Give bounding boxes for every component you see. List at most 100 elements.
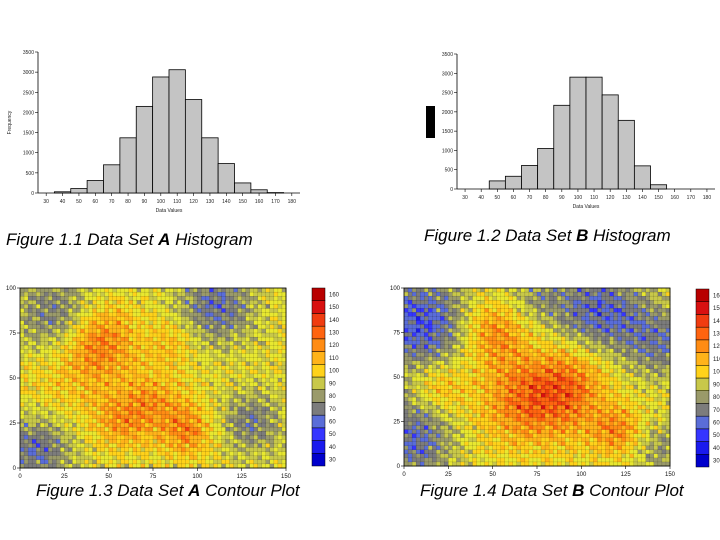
contour-cell	[128, 402, 134, 408]
contour-cell	[460, 437, 465, 443]
contour-cell	[548, 429, 554, 435]
contour-cell	[48, 390, 53, 395]
contour-cell	[512, 287, 518, 293]
contour-cell	[508, 352, 514, 358]
contour-cell	[140, 320, 146, 326]
contour-cell	[257, 459, 263, 465]
contour-cell	[557, 449, 562, 455]
contour-cell	[440, 332, 445, 338]
contour-cell	[128, 406, 134, 412]
contour-cell	[173, 324, 178, 330]
contour-cell	[108, 291, 114, 297]
x-tick-label: 25	[61, 474, 68, 480]
contour-cell	[480, 384, 486, 390]
contour-cell	[52, 439, 57, 444]
contour-cell	[201, 328, 206, 334]
contour-cell	[193, 398, 198, 404]
contour-cell	[35, 414, 41, 420]
contour-cell	[52, 316, 57, 322]
contour-cell	[60, 406, 65, 412]
contour-cell	[225, 341, 231, 346]
contour-cell	[148, 426, 154, 432]
contour-cell	[540, 344, 546, 350]
contour-cell	[31, 451, 37, 457]
contour-cell	[23, 345, 29, 350]
contour-cell	[185, 332, 190, 338]
contour-cell	[52, 418, 57, 424]
contour-cell	[565, 291, 570, 297]
contour-cell	[265, 373, 271, 379]
contour-cell	[500, 453, 506, 459]
contour-cell	[468, 393, 474, 398]
contour-cell	[132, 402, 138, 408]
contour-cell	[225, 406, 231, 412]
contour-cell	[136, 381, 142, 387]
contour-cell	[411, 348, 417, 354]
contour-cell	[440, 401, 445, 406]
contour-cell	[245, 320, 251, 326]
contour-cell	[100, 414, 106, 420]
contour-cell	[528, 433, 534, 439]
contour-cell	[261, 455, 267, 461]
contour-cell	[488, 295, 494, 301]
contour-cell	[269, 418, 275, 424]
contour-cell	[68, 386, 73, 391]
contour-cell	[88, 418, 94, 424]
contour-cell	[124, 402, 130, 408]
contour-cell	[508, 401, 514, 406]
contour-cell	[436, 449, 441, 455]
contour-cell	[173, 316, 178, 322]
contour-cell	[407, 308, 413, 313]
contour-cell	[120, 435, 126, 440]
contour-cell	[213, 296, 219, 301]
contour-cell	[205, 324, 210, 330]
contour-cell	[500, 324, 506, 329]
x-axis-label: Data Values	[573, 204, 600, 210]
contour-cell	[23, 296, 29, 301]
contour-cell	[64, 312, 69, 318]
contour-cell	[35, 287, 41, 293]
contour-cell	[536, 457, 542, 463]
contour-cell	[557, 320, 562, 325]
contour-cell	[452, 324, 457, 329]
contour-cell	[72, 357, 77, 363]
contour-cell	[233, 291, 239, 297]
contour-cell	[476, 384, 482, 390]
contour-cell	[160, 398, 166, 404]
contour-cell	[168, 431, 174, 436]
x-tick-label: 150	[281, 474, 292, 480]
contour-cell	[64, 373, 69, 379]
contour-cell	[492, 300, 498, 305]
contour-cell	[197, 418, 202, 424]
contour-cell	[88, 291, 94, 297]
contour-cell	[444, 380, 449, 386]
contour-cell	[56, 296, 61, 301]
contour-cell	[92, 341, 98, 346]
contour-cell	[148, 451, 154, 457]
contour-cell	[516, 437, 522, 443]
contour-cell	[573, 344, 578, 350]
contour-cell	[577, 291, 582, 297]
contour-cell	[177, 390, 182, 395]
contour-cell	[419, 328, 425, 334]
contour-cell	[424, 300, 429, 305]
contour-cell	[277, 296, 283, 301]
contour-cell	[80, 418, 86, 424]
contour-cell	[444, 376, 449, 382]
contour-cell	[48, 336, 53, 342]
contour-cell	[557, 324, 562, 329]
legend-swatch	[311, 325, 326, 340]
contour-cell	[460, 380, 465, 386]
contour-cell	[27, 431, 33, 436]
contour-cell	[512, 401, 518, 406]
contour-cell	[536, 409, 542, 414]
contour-cell	[177, 316, 182, 322]
contour-cell	[415, 316, 421, 321]
contour-cell	[440, 368, 445, 374]
contour-cell	[148, 312, 154, 318]
contour-cell	[48, 296, 53, 301]
contour-cell	[480, 356, 486, 362]
contour-cell	[565, 417, 570, 423]
contour-cell	[504, 372, 510, 378]
contour-cell	[273, 308, 279, 314]
